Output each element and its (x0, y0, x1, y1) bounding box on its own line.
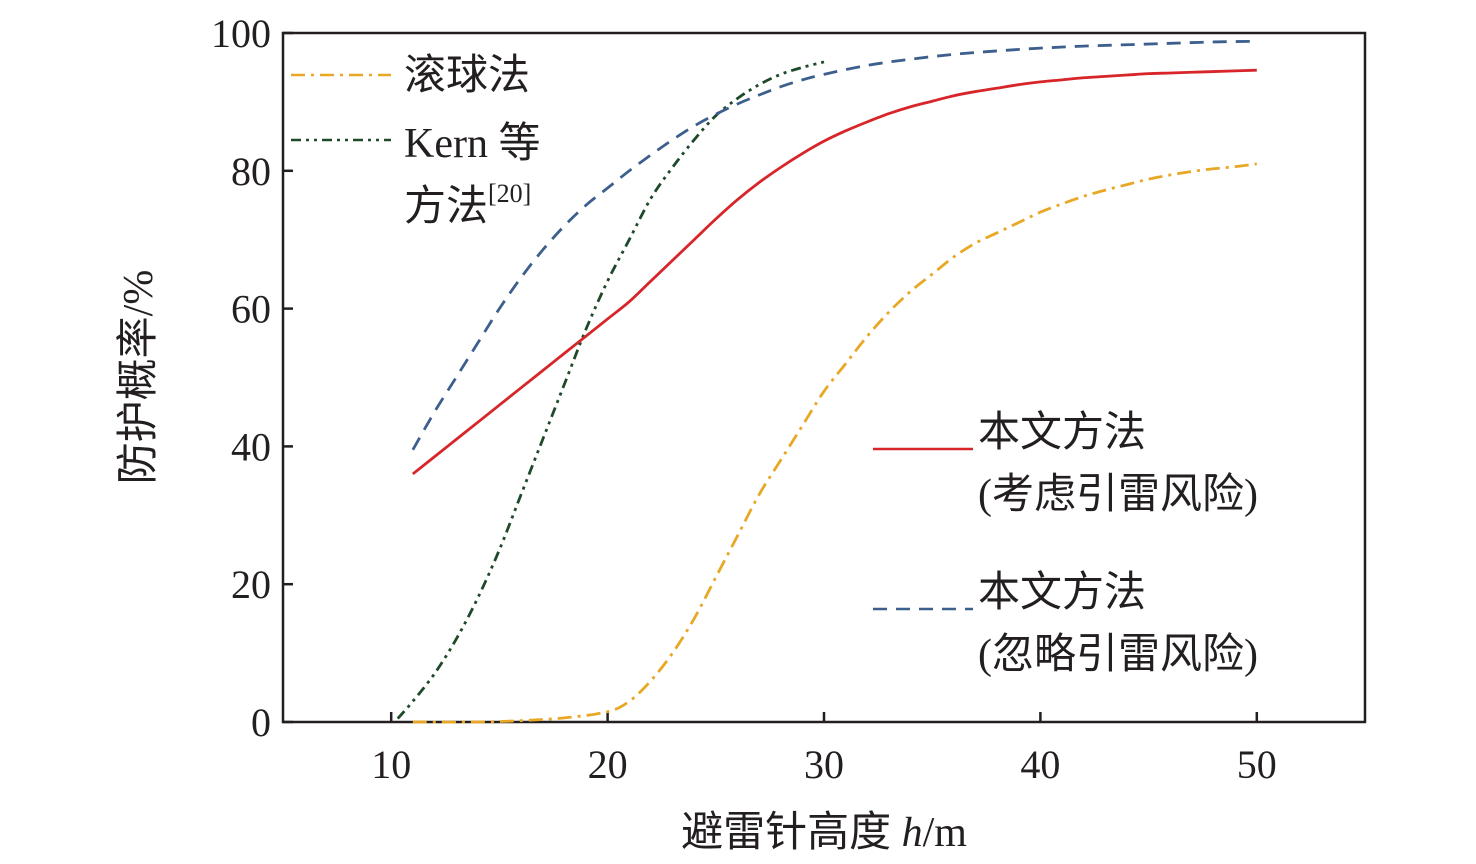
x-axis-ticks: 10 20 30 40 50 (371, 712, 1277, 787)
legend-label-proposed-norisk-line1: 本文方法 (978, 569, 1146, 616)
legend-label-proposed-risk-line1: 本文方法 (978, 409, 1146, 456)
series-layer (396, 39, 1257, 724)
series-line-proposed_risk (411, 68, 1257, 476)
y-tick-label: 0 (251, 700, 271, 745)
x-axis-label: 避雷针高度 h/m (681, 810, 967, 856)
legend-label-proposed-risk-line2: (考虑引雷风险) (978, 471, 1258, 518)
legend-label-kern-line2: 方法[20] (404, 179, 531, 230)
series-line-rolling (412, 162, 1257, 724)
series-line-proposed_norisk (411, 39, 1257, 451)
y-tick-label: 20 (231, 562, 271, 607)
y-tick-label: 80 (231, 149, 271, 194)
x-tick-label: 30 (804, 742, 844, 787)
x-tick-label: 20 (588, 742, 628, 787)
legend-label-kern-line1: Kern 等 (404, 121, 540, 167)
y-tick-label: 60 (231, 287, 271, 332)
x-tick-label: 50 (1237, 742, 1277, 787)
x-tick-label: 10 (371, 742, 411, 787)
legend-right: 本文方法 (考虑引雷风险) 本文方法 (忽略引雷风险) (873, 409, 1258, 678)
legend-label-rolling: 滚球法 (404, 53, 530, 99)
y-axis-label: 防护概率/% (115, 270, 162, 485)
y-tick-label: 40 (231, 424, 271, 469)
y-tick-label: 100 (211, 11, 271, 56)
x-tick-label: 40 (1020, 742, 1060, 787)
legend-top-left: 滚球法 Kern 等 方法[20] (291, 53, 540, 230)
y-axis-ticks: 0 20 40 60 80 100 (211, 11, 293, 745)
legend-label-proposed-norisk-line2: (忽略引雷风险) (978, 631, 1258, 678)
